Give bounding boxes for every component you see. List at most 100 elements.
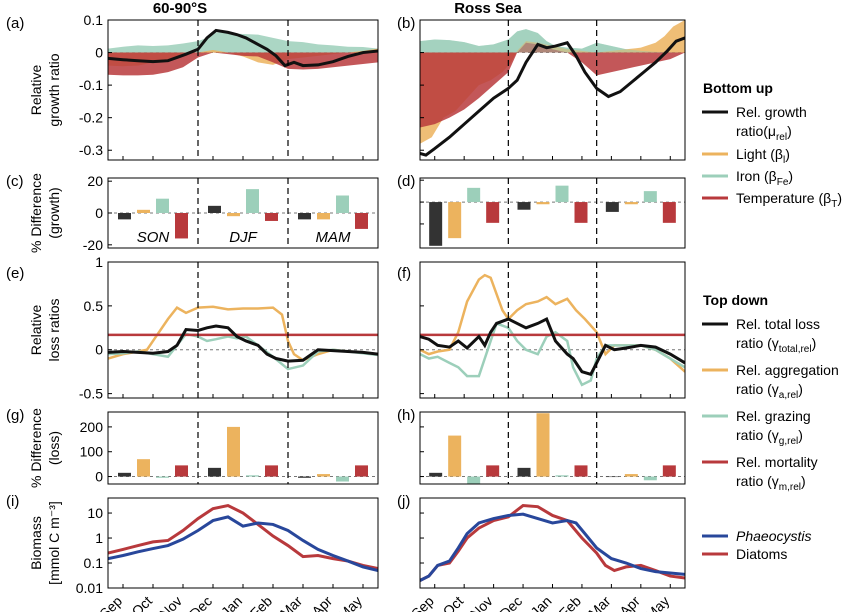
ytick-label-a-4: -0.3	[79, 142, 103, 158]
legend-item-bottom-up-1: Light (βl)	[702, 146, 790, 166]
xtick-label-i-4: Jan	[218, 593, 245, 612]
frame-j	[419, 497, 686, 589]
bar-h-temperature-2	[662, 465, 676, 477]
bar-c-temperature-2	[355, 213, 368, 229]
ylabel-a-1: growth ratio	[46, 53, 62, 126]
season-label-0: SON	[137, 229, 170, 246]
legend-item-bottom-up-3: Temperature (βT)	[702, 190, 842, 210]
panel-f: (f)	[397, 261, 686, 399]
bar-c-temperature-1	[265, 213, 278, 221]
legend-item-bottom-up-2: Iron (βFe)	[702, 168, 793, 188]
bar-g-bar_black-2	[298, 476, 311, 478]
bar-d-iron-2	[643, 191, 657, 203]
legend-text2-top-down-0: ratio (γtotal,rel)	[736, 335, 816, 355]
frame-c	[107, 177, 379, 249]
line-a-growth	[108, 28, 378, 68]
bar-h-iron-1	[555, 475, 569, 477]
ytick-label-a-0: 0.1	[84, 12, 104, 28]
xtick-label-j-5: Feb	[556, 593, 585, 612]
xtick-label-j-1: Oct	[440, 593, 467, 612]
bar-c-temperature-0	[175, 213, 188, 239]
legend-text-bottom-up-1: Light (βl)	[736, 146, 790, 166]
bar-h-bar_black-0	[429, 472, 443, 477]
panel-label-j: (j)	[397, 493, 410, 510]
ytick-label-i-3: 0.01	[76, 580, 103, 596]
bar-d-temperature-1	[574, 202, 588, 223]
xtick-label-j-6: Mar	[585, 593, 614, 612]
series-i-phaeocystis	[108, 515, 378, 572]
bar-c-light-2	[317, 213, 330, 220]
xtick-label-i-1: Oct	[128, 593, 155, 612]
legend-text-bottom-up-3: Temperature (βT)	[736, 190, 842, 210]
frame-a	[107, 19, 379, 161]
ylabel-g-0: % Difference	[28, 408, 44, 488]
ylabel-i-0: Biomass	[28, 516, 44, 570]
bar-d-light-1	[536, 202, 550, 205]
legend-item-top-down-2: Rel. grazing ratio (γg,rel)	[702, 408, 811, 447]
panel-j: (j) Sep Oct Nov Dec Jan Feb Mar Apr May	[397, 493, 686, 612]
bar-d-bar_black-1	[517, 202, 531, 210]
panel-g: (g)% Difference (loss) 200 100 0	[6, 407, 379, 488]
bar-c-light-1	[227, 213, 240, 217]
series-j-phaeocystis	[420, 512, 685, 582]
bar-g-bar_black-1	[208, 467, 221, 477]
bar-c-bar_black-0	[118, 213, 131, 220]
area-a-iron-0	[108, 32, 378, 53]
bar-c-light-0	[137, 209, 150, 213]
xtick-label-j-0: Sep	[408, 593, 437, 612]
bar-g-bar_black-0	[118, 472, 131, 477]
xtick-label-j-2: Nov	[467, 593, 496, 612]
xtick-label-i-8: May	[335, 593, 365, 612]
bar-d-temperature-0	[486, 202, 500, 223]
xtick-label-i-6: Mar	[277, 593, 306, 612]
panel-label-g: (g)	[6, 407, 24, 424]
series-f-light	[420, 273, 685, 373]
xtick-label-i-3: Dec	[186, 593, 215, 612]
legend-text-bottom-up-2: Iron (βFe)	[736, 168, 793, 188]
panel-label-d: (d)	[397, 173, 415, 190]
bar-g-light-1	[227, 426, 240, 477]
bar-d-iron-1	[555, 185, 569, 203]
legend-text2-bottom-up-0: ratio(μrel)	[736, 123, 792, 143]
panel-label-b: (b)	[397, 15, 415, 32]
bar-c-iron-0	[156, 198, 169, 213]
area-b-iron-3	[420, 29, 685, 53]
bar-h-temperature-0	[486, 465, 500, 477]
bar-g-temperature-0	[175, 465, 188, 477]
panel-label-e: (e)	[6, 265, 24, 282]
bar-h-iron-0	[467, 476, 481, 484]
xtick-label-i-7: Apr	[308, 593, 335, 612]
panel-h: (h)	[397, 407, 686, 485]
bar-d-bar_black-0	[429, 202, 443, 246]
column-title-left: 60-90°S	[153, 0, 207, 17]
legend-text-top-down-3: Rel. mortality	[736, 454, 818, 470]
ylabel-c-0: % Difference	[28, 173, 44, 253]
frame-f	[419, 261, 686, 399]
legend-text-bottom-up-0: Rel. growth	[736, 104, 807, 120]
series-e-light	[108, 305, 378, 362]
ytick-label-c-2: -20	[83, 237, 103, 253]
ytick-label-i-0: 10	[87, 505, 103, 521]
bar-h-light-1	[536, 413, 550, 477]
panel-label-h: (h)	[397, 407, 415, 424]
panel-e: (e) Relative loss ratios 1 0.5 0 -0.5	[6, 254, 379, 402]
bar-d-iron-0	[467, 187, 481, 203]
ytick-label-g-0: 200	[80, 419, 104, 435]
ytick-label-e-2: 0	[95, 342, 103, 358]
ylabel-e-1: loss ratios	[46, 298, 62, 361]
ytick-label-c-1: 0	[95, 205, 103, 221]
legend-text-top-down-0: Rel. total loss	[736, 316, 820, 332]
panel-b: (b)	[397, 15, 686, 161]
column-title-right: Ross Sea	[454, 0, 522, 17]
legend-item-top-down-1: Rel. aggregation ratio (γa,rel)	[702, 362, 839, 401]
ytick-label-g-2: 0	[95, 469, 103, 485]
frame-i	[107, 497, 379, 589]
frame-b	[419, 19, 686, 161]
bar-g-temperature-1	[265, 465, 278, 477]
panel-label-c: (c)	[6, 173, 24, 190]
area-b-iron-0	[420, 29, 685, 53]
ylabel-g-1: (loss)	[46, 431, 62, 465]
area-b-temperature-2	[420, 42, 685, 128]
legend-item-biomass-0: Phaeocystis	[702, 528, 811, 544]
